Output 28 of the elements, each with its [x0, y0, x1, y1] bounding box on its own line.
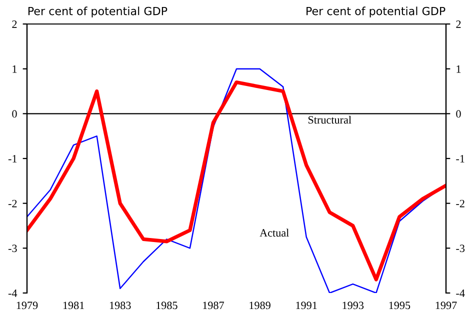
y2-tick-label: -4	[456, 290, 465, 297]
y-tick-label: 2	[12, 20, 17, 28]
y2-tick-label: -3	[456, 244, 465, 252]
y-tick-label: -2	[8, 200, 17, 208]
x-tick-label: 1979	[16, 302, 38, 310]
y-tick-label: -3	[8, 244, 17, 252]
y-axis-title: Per cent of potential GDP	[28, 6, 168, 18]
x-tick-label: 1983	[110, 302, 131, 310]
x-tick-label: 1997	[436, 302, 457, 310]
x-tick-label: 1987	[203, 302, 224, 310]
y2-tick-label: 0	[456, 110, 461, 118]
x-tick-label: 1981	[63, 302, 84, 310]
x-tick-label: 1989	[250, 302, 270, 310]
y2-tick-label: -1	[456, 155, 464, 162]
y2-tick-label: -2	[456, 200, 464, 208]
series-label: Actual	[260, 228, 289, 237]
x-tick-label: 1991	[296, 302, 317, 310]
y2-axis-title: Per cent of potential GDP	[306, 6, 446, 18]
y2-tick-label: 1	[456, 65, 461, 73]
y-tick-label: 0	[12, 110, 17, 118]
y2-tick-label: 2	[456, 20, 461, 28]
y-tick-label: -4	[8, 290, 18, 297]
series-label: Structural	[308, 116, 352, 124]
y-tick-label: 1	[12, 65, 17, 73]
y-tick-label: -1	[8, 155, 17, 162]
x-tick-label: 1995	[389, 302, 410, 310]
x-tick-label: 1993	[342, 302, 364, 310]
x-tick-label: 1985	[156, 302, 178, 310]
